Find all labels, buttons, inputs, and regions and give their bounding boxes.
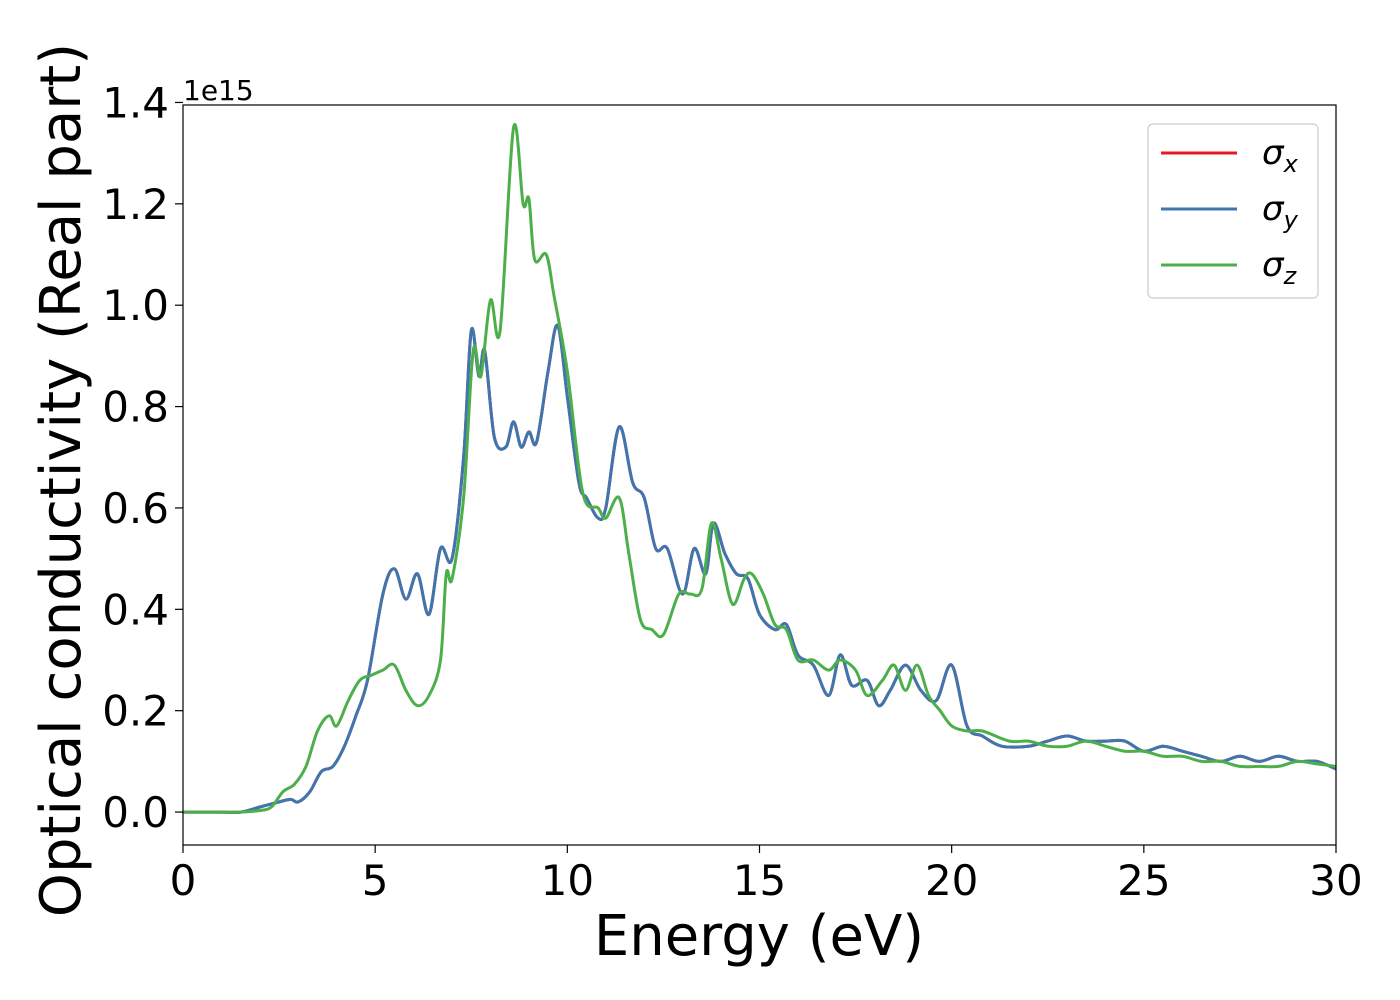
y-tick-label: 0.2 [102, 687, 169, 736]
x-tick-label: 25 [1117, 856, 1170, 905]
x-tick-label: 30 [1309, 856, 1362, 905]
x-axis: 0 5 10 15 20 25 30 [170, 845, 1363, 905]
legend: σx σy σz [1147, 123, 1319, 299]
x-tick-label: 10 [541, 856, 594, 905]
y-tick-label: 0.0 [102, 788, 169, 837]
legend-label-z: σz [1262, 245, 1298, 290]
series-line-z [183, 123, 1336, 814]
y-tick-label: 1.2 [102, 180, 169, 229]
legend-label-x: σx [1262, 133, 1299, 178]
y-axis: 0.0 0.2 0.4 0.6 0.8 1.0 1.2 1.4 [102, 78, 183, 837]
series-line-x [183, 323, 1336, 814]
x-axis-label: Energy (eV) [594, 904, 924, 969]
x-tick-label: 5 [362, 856, 389, 905]
x-tick-label: 20 [925, 856, 978, 905]
y-axis-label: Optical conductivity (Real part) [29, 43, 94, 917]
series-line-y [183, 323, 1336, 814]
y-tick-label: 0.6 [102, 484, 169, 533]
x-tick-label: 0 [170, 856, 197, 905]
y-offset-label: 1e15 [183, 74, 254, 107]
y-tick-label: 1.4 [102, 78, 169, 127]
y-tick-label: 0.8 [102, 383, 169, 432]
legend-box [1147, 123, 1319, 299]
legend-label-y: σy [1262, 189, 1299, 234]
y-tick-label: 1.0 [102, 281, 169, 330]
plot-lines [183, 123, 1336, 814]
x-tick-label: 15 [733, 856, 786, 905]
y-tick-label: 0.4 [102, 585, 169, 634]
